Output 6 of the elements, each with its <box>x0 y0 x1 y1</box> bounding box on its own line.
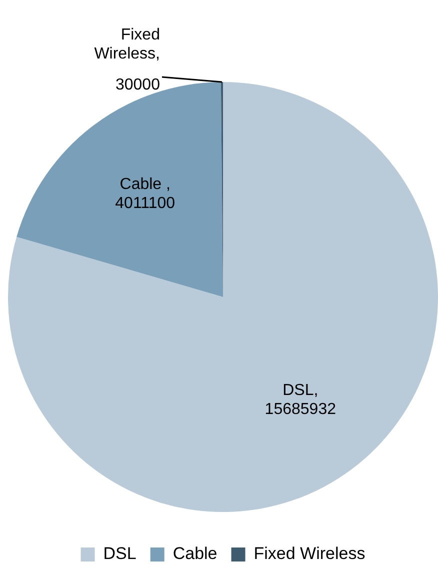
data-label: Cable , 4011100 <box>115 176 176 212</box>
legend-label: DSL <box>103 544 136 564</box>
legend-label: Fixed Wireless <box>254 544 366 564</box>
legend-label: Cable <box>172 544 218 564</box>
data-label: DSL, 15685932 <box>264 382 336 418</box>
data-label: Fixed Wireless, 30000 <box>94 26 160 94</box>
